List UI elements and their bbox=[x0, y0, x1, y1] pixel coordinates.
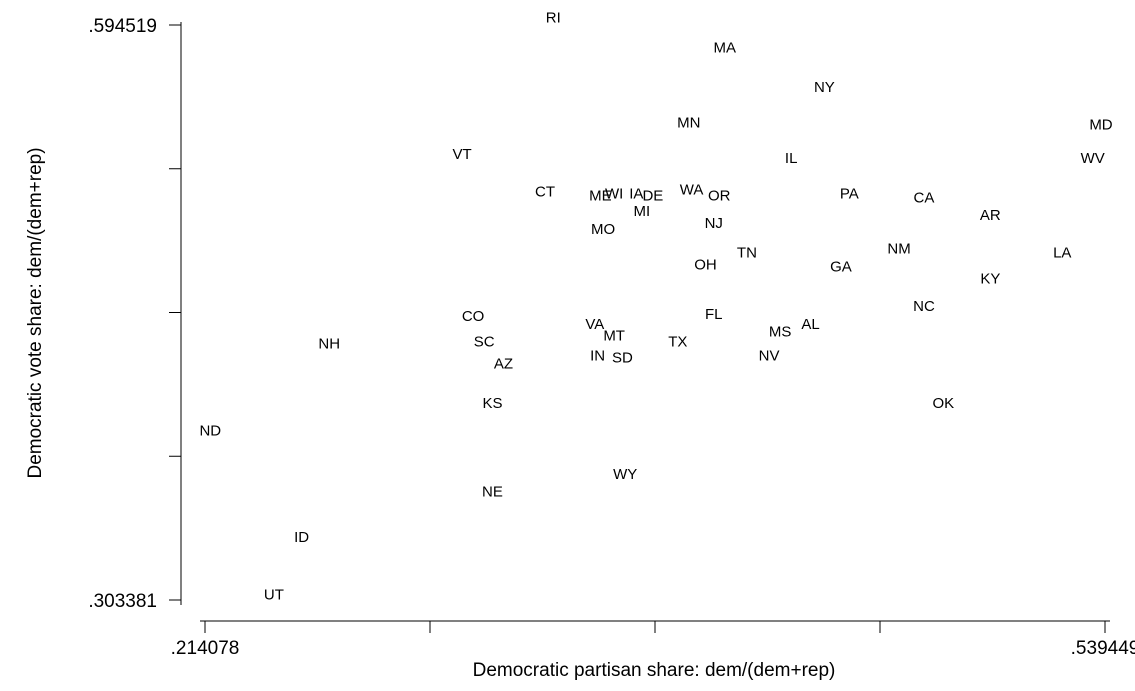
data-point-fl: FL bbox=[705, 306, 723, 323]
x-tick-label: .539449 bbox=[1071, 638, 1135, 659]
data-point-sc: SC bbox=[474, 334, 495, 351]
data-point-az: AZ bbox=[494, 355, 513, 372]
data-point-de: DE bbox=[642, 187, 663, 204]
data-point-wi: WI bbox=[605, 185, 623, 202]
y-axis-title: Democratic vote share: dem/(dem+rep) bbox=[25, 147, 46, 478]
data-point-ne: NE bbox=[482, 484, 503, 501]
data-point-ut: UT bbox=[264, 586, 284, 603]
data-point-mt: MT bbox=[603, 328, 625, 345]
data-point-pa: PA bbox=[840, 185, 859, 202]
data-point-tx: TX bbox=[668, 334, 687, 351]
data-point-me: ME bbox=[589, 187, 612, 204]
data-point-oh: OH bbox=[694, 257, 717, 274]
y-tick-label: .594519 bbox=[88, 16, 157, 37]
data-point-al: AL bbox=[801, 316, 819, 333]
data-point-ct: CT bbox=[535, 183, 555, 200]
x-axis-title: Democratic partisan share: dem/(dem+rep) bbox=[473, 660, 836, 681]
data-point-id: ID bbox=[294, 529, 309, 546]
data-point-vt: VT bbox=[452, 146, 471, 163]
data-point-ks: KS bbox=[482, 395, 502, 412]
data-point-nm: NM bbox=[887, 241, 910, 258]
data-point-ny: NY bbox=[814, 79, 835, 96]
y-ticks: .303381 .594519 bbox=[88, 16, 181, 612]
data-point-md: MD bbox=[1089, 116, 1112, 133]
data-point-wv: WV bbox=[1081, 150, 1105, 167]
data-point-nc: NC bbox=[913, 298, 935, 315]
y-tick-label: .303381 bbox=[88, 591, 157, 612]
data-point-tn: TN bbox=[737, 245, 757, 262]
data-point-nj: NJ bbox=[705, 215, 723, 232]
x-tick-label: .214078 bbox=[171, 638, 240, 659]
data-point-ms: MS bbox=[769, 324, 792, 341]
data-point-wy: WY bbox=[613, 466, 637, 483]
data-point-va: VA bbox=[585, 316, 604, 333]
data-point-ga: GA bbox=[830, 258, 852, 275]
data-point-ri: RI bbox=[546, 10, 561, 27]
data-point-sd: SD bbox=[612, 349, 633, 366]
data-point-la: LA bbox=[1053, 245, 1071, 262]
data-point-ma: MA bbox=[714, 39, 737, 56]
x-ticks: .214078 .539449 bbox=[171, 621, 1135, 659]
data-point-nv: NV bbox=[759, 347, 780, 364]
data-point-co: CO bbox=[462, 308, 485, 325]
data-point-ky: KY bbox=[980, 270, 1000, 287]
data-point-ar: AR bbox=[980, 207, 1001, 224]
data-point-in: IN bbox=[590, 347, 605, 364]
data-point-ok: OK bbox=[932, 395, 954, 412]
data-point-il: IL bbox=[785, 150, 798, 167]
data-point-mi: MI bbox=[633, 203, 650, 220]
data-point-nh: NH bbox=[318, 336, 340, 353]
data-point-ca: CA bbox=[914, 189, 935, 206]
data-point-or: OR bbox=[708, 187, 731, 204]
data-point-wa: WA bbox=[680, 181, 704, 198]
data-point-ia: IA bbox=[629, 185, 643, 202]
data-point-mo: MO bbox=[591, 221, 615, 238]
data-point-nd: ND bbox=[199, 422, 221, 439]
data-point-mn: MN bbox=[677, 114, 700, 131]
